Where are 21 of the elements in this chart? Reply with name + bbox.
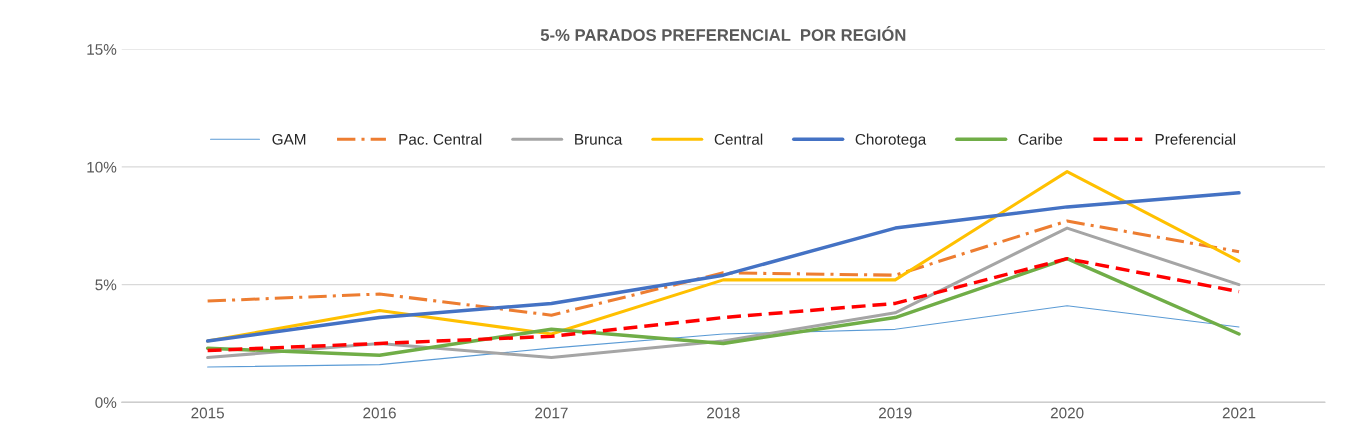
- legend-label: Chorotega: [855, 133, 927, 148]
- legend-label: Pac. Central: [399, 133, 482, 145]
- legend-label: Caribe: [1018, 133, 1063, 145]
- x-tick-label: 2015: [191, 407, 224, 419]
- y-tick-label: 0%: [95, 397, 117, 408]
- line-series: [206, 219, 1241, 317]
- y-tick-label: 15%: [87, 44, 117, 55]
- chart-title: 5-% PARADOS PREFERENCIAL POR REGIÓN: [540, 26, 906, 41]
- legend-label: GAM: [272, 133, 306, 145]
- y-tick-label: 10%: [87, 161, 117, 173]
- x-tick-label: 2021: [1222, 407, 1256, 419]
- x-tick-label: 2016: [363, 407, 396, 419]
- line-series: [207, 305, 1240, 368]
- y-tick-label: 5%: [95, 279, 117, 291]
- x-tick-label: 2018: [707, 407, 740, 419]
- x-tick-label: 2019: [878, 407, 912, 419]
- legend-label: Brunca: [575, 134, 623, 145]
- x-tick-label: 2017: [535, 407, 568, 419]
- legend-label: Central: [714, 133, 763, 145]
- x-tick-label: 2020: [1050, 407, 1084, 419]
- legend-label: Preferencial: [1155, 133, 1236, 145]
